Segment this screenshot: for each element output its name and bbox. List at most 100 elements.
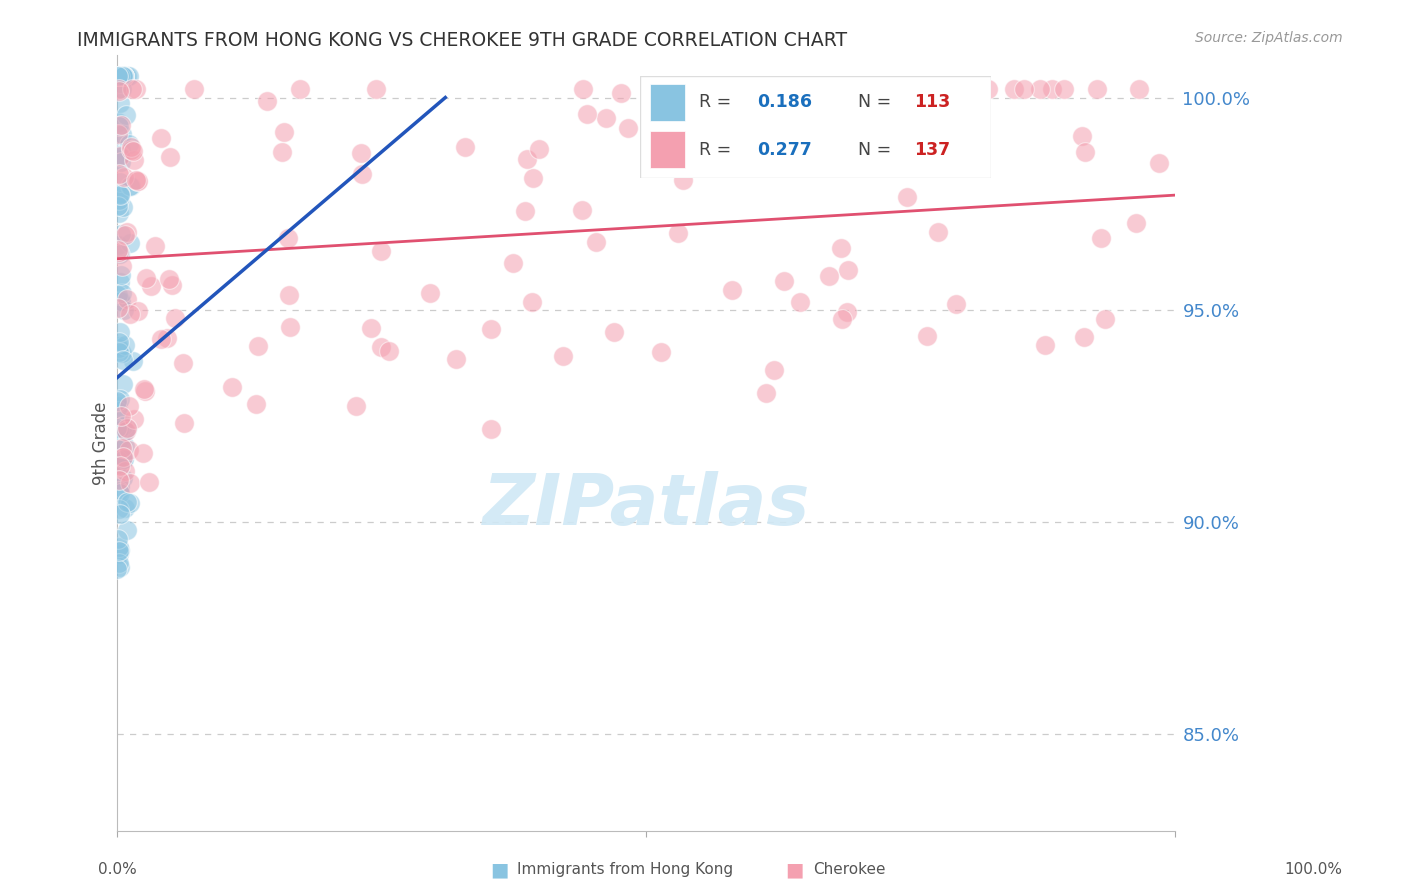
Point	[108, 325, 131, 339]
Point	[127, 174, 149, 188]
Point	[107, 128, 129, 143]
Point	[360, 320, 382, 334]
Point	[1128, 82, 1150, 96]
Point	[479, 422, 502, 436]
Point	[108, 276, 131, 290]
Point	[927, 225, 949, 239]
Point	[107, 70, 129, 84]
Point	[350, 145, 373, 160]
Point	[122, 145, 145, 159]
Text: ZIPatlas: ZIPatlas	[482, 471, 810, 540]
Point	[110, 268, 132, 283]
Point	[108, 544, 131, 558]
Text: 100.0%: 100.0%	[1285, 863, 1343, 877]
Point	[110, 175, 132, 189]
Point	[159, 150, 181, 164]
Point	[110, 227, 132, 242]
Point	[112, 169, 135, 184]
Point	[108, 541, 131, 555]
Point	[108, 70, 131, 84]
Text: R =: R =	[700, 141, 737, 159]
Point	[112, 70, 135, 84]
Point	[108, 335, 131, 350]
Point	[699, 134, 721, 148]
Point	[134, 382, 156, 396]
Point	[108, 76, 131, 90]
Point	[378, 343, 401, 358]
Point	[156, 331, 179, 345]
Point	[370, 340, 392, 354]
Point	[1090, 230, 1112, 244]
Point	[454, 139, 477, 153]
Point	[118, 442, 141, 457]
Text: N =: N =	[858, 94, 897, 112]
Point	[107, 244, 129, 259]
Point	[114, 424, 136, 438]
Point	[108, 188, 131, 202]
Point	[120, 140, 142, 154]
Point	[111, 70, 134, 84]
Point	[108, 70, 131, 84]
Point	[522, 171, 544, 186]
Point	[117, 524, 139, 538]
Point	[107, 434, 129, 449]
Point	[107, 70, 129, 84]
Point	[108, 186, 131, 201]
Point	[149, 130, 172, 145]
Point	[837, 305, 859, 319]
Point	[617, 120, 640, 135]
Point	[830, 241, 852, 255]
Point	[122, 354, 145, 368]
Point	[551, 349, 574, 363]
Point	[111, 376, 134, 391]
Point	[502, 256, 524, 270]
Point	[110, 480, 132, 494]
Point	[108, 194, 131, 208]
Point	[107, 399, 129, 413]
Point	[110, 293, 132, 308]
Point	[1029, 82, 1052, 96]
Point	[585, 235, 607, 249]
Point	[1125, 216, 1147, 230]
Point	[120, 495, 142, 509]
Y-axis label: 9th Grade: 9th Grade	[93, 401, 110, 485]
Point	[831, 312, 853, 326]
Point	[1073, 330, 1095, 344]
Point	[110, 70, 132, 84]
Point	[108, 560, 131, 574]
Point	[115, 108, 138, 122]
Point	[666, 226, 689, 240]
Point	[759, 88, 782, 103]
Point	[121, 82, 143, 96]
Point	[350, 167, 373, 181]
Point	[107, 127, 129, 141]
Point	[114, 464, 136, 478]
Point	[107, 394, 129, 409]
Point	[173, 416, 195, 430]
Text: IMMIGRANTS FROM HONG KONG VS CHEROKEE 9TH GRADE CORRELATION CHART: IMMIGRANTS FROM HONG KONG VS CHEROKEE 9T…	[77, 31, 848, 50]
Point	[117, 422, 139, 436]
Point	[108, 458, 131, 473]
Point	[110, 434, 132, 448]
Point	[115, 421, 138, 435]
Point	[672, 173, 695, 187]
Point	[110, 70, 132, 84]
Point	[1094, 312, 1116, 326]
Point	[111, 450, 134, 465]
Point	[111, 70, 134, 84]
Point	[107, 119, 129, 133]
Point	[773, 275, 796, 289]
Point	[127, 174, 149, 188]
Point	[108, 70, 131, 84]
Point	[763, 362, 786, 376]
Point	[108, 84, 131, 98]
Point	[108, 147, 131, 161]
Point	[117, 70, 139, 84]
Point	[818, 268, 841, 283]
Point	[221, 379, 243, 393]
Point	[1002, 82, 1025, 96]
Text: 0.277: 0.277	[758, 141, 813, 159]
Point	[107, 420, 129, 434]
Point	[108, 456, 131, 470]
Point	[278, 320, 301, 334]
